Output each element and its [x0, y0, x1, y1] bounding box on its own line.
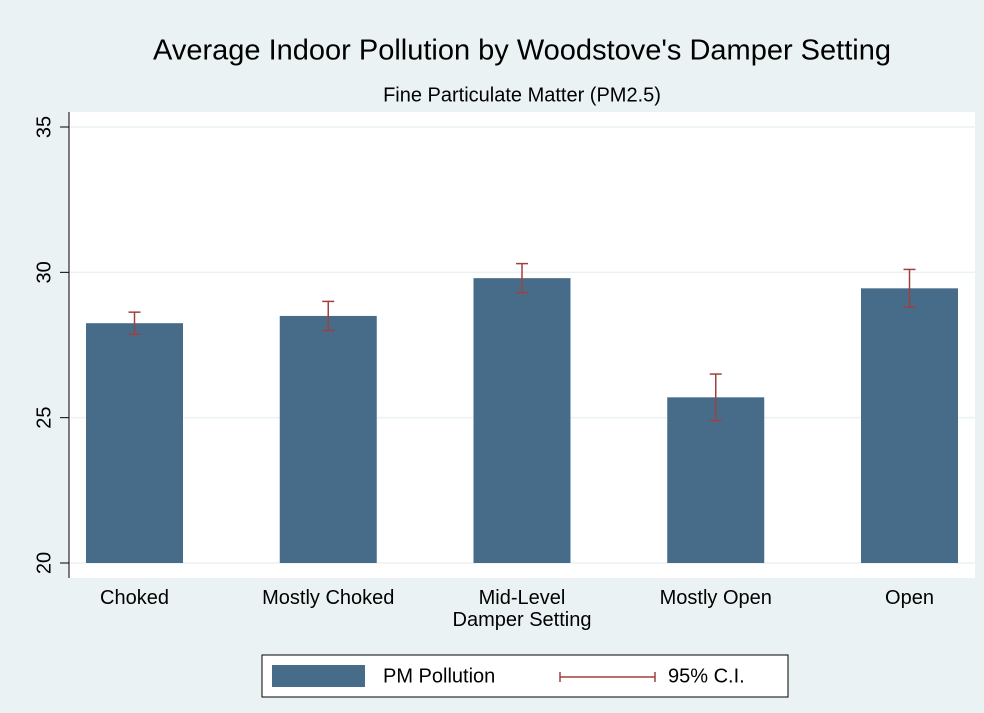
y-tick-label: 30	[33, 261, 55, 283]
y-tick-label: 20	[33, 552, 55, 574]
bar	[667, 397, 765, 563]
legend-label: PM Pollution	[383, 665, 495, 687]
x-tick-label: Choked	[100, 587, 169, 609]
x-tick-label: Mostly Choked	[262, 587, 395, 609]
chart-subtitle: Fine Particulate Matter (PM2.5)	[383, 84, 661, 106]
x-tick-label: Open	[885, 587, 934, 609]
legend-swatch	[272, 665, 365, 687]
y-tick-label: 25	[33, 407, 55, 429]
x-tick-label: Mid-Level Damper Setting	[452, 587, 592, 631]
bar	[473, 278, 571, 563]
bar	[861, 288, 958, 563]
y-tick-label: 35	[33, 116, 55, 138]
bar	[279, 315, 377, 563]
chart-title: Average Indoor Pollution by Woodstove's …	[153, 35, 891, 67]
bar	[86, 323, 183, 563]
x-tick-label: Mostly Open	[659, 587, 772, 609]
legend-label: 95% C.I.	[668, 665, 745, 687]
